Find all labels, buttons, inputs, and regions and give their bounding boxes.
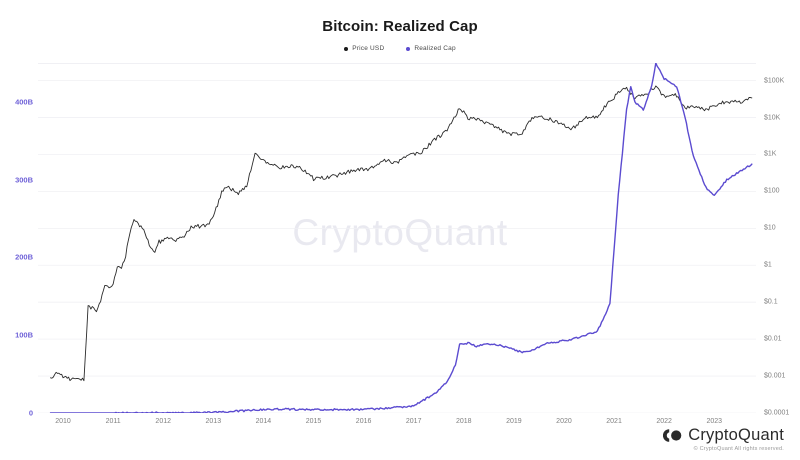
dot-icon — [344, 46, 349, 51]
x-axis-tick-label: 2019 — [506, 418, 522, 425]
y-axis-left-tick-label: 200B — [15, 252, 33, 262]
brand-copyright: © CryptoQuant All rights reserved. — [693, 446, 784, 452]
x-axis: 2010 2011 2012 2013 2014 2015 2016 2017 2018 2019… — [0, 418, 800, 432]
y-axis-left-tick-label: 0 — [28, 408, 33, 418]
y-axis-right-tick-label: $10K — [764, 114, 781, 122]
series-line-realized-cap — [49, 63, 753, 413]
y-axis-right-tick-label: $1K — [764, 150, 777, 158]
x-axis-tick-label: 2010 — [55, 418, 71, 425]
y-axis-left: 0 100B 200B 300B 400B — [0, 0, 33, 460]
dot-icon — [406, 46, 411, 51]
page-title: Bitcoin: Realized Cap — [322, 18, 478, 35]
legend-item-realized-cap[interactable]: Realized Cap — [406, 45, 456, 52]
x-axis-tick-label: 2016 — [355, 418, 372, 425]
y-axis-right-tick-label: $0.001 — [764, 372, 786, 380]
x-axis-tick-label: 2018 — [455, 418, 472, 425]
y-axis-right-tick-label: $100 — [764, 187, 780, 195]
legend-item-price-usd[interactable]: Price USD — [344, 45, 384, 52]
x-axis-tick-label: 2014 — [255, 418, 272, 425]
x-axis-tick-label: 2017 — [405, 418, 422, 425]
y-axis-left-tick-label: 400B — [15, 97, 33, 107]
x-axis-tick-label: 2015 — [305, 418, 322, 425]
x-axis-tick-label: 2021 — [606, 418, 622, 425]
y-axis-left-tick-label: 300B — [15, 175, 33, 185]
y-axis-right-tick-label: $0.1 — [764, 298, 778, 306]
brand-name: CryptoQuant — [688, 426, 784, 444]
x-axis-tick-label: 2022 — [656, 418, 672, 425]
x-axis-tick-label: 2011 — [105, 418, 121, 425]
y-axis-right: $0.0001 $0.001 $0.01 $0.1 $1 $10 $100 $1K $10K $1… — [764, 0, 800, 460]
y-axis-right-tick-label: $0.01 — [764, 335, 782, 343]
x-axis-tick-label: 2013 — [205, 418, 222, 425]
cryptoquant-logo-icon — [663, 429, 682, 442]
x-axis-tick-label: 2023 — [706, 418, 723, 425]
series-line-price-usd — [50, 85, 753, 382]
y-axis-left-tick-label: 100B — [15, 330, 33, 340]
chart-canvas — [38, 63, 756, 413]
brand-footer: CryptoQuant © CryptoQuant All rights res… — [663, 426, 784, 452]
y-axis-right-tick-label: $10 — [764, 224, 776, 232]
legend-item-label: Realized Cap — [414, 45, 456, 52]
y-axis-right-tick-label: $100K — [764, 77, 785, 85]
x-axis-tick-label: 2020 — [556, 418, 572, 425]
plot-area[interactable] — [38, 63, 756, 413]
y-axis-right-tick-label: $1 — [764, 261, 772, 269]
legend-item-label: Price USD — [352, 45, 385, 52]
x-axis-tick-label: 2012 — [155, 418, 172, 425]
y-axis-right-tick-label: $0.0001 — [764, 409, 790, 417]
chart-legend: Price USD Realized Cap — [0, 45, 800, 52]
grid-lines — [38, 63, 756, 413]
